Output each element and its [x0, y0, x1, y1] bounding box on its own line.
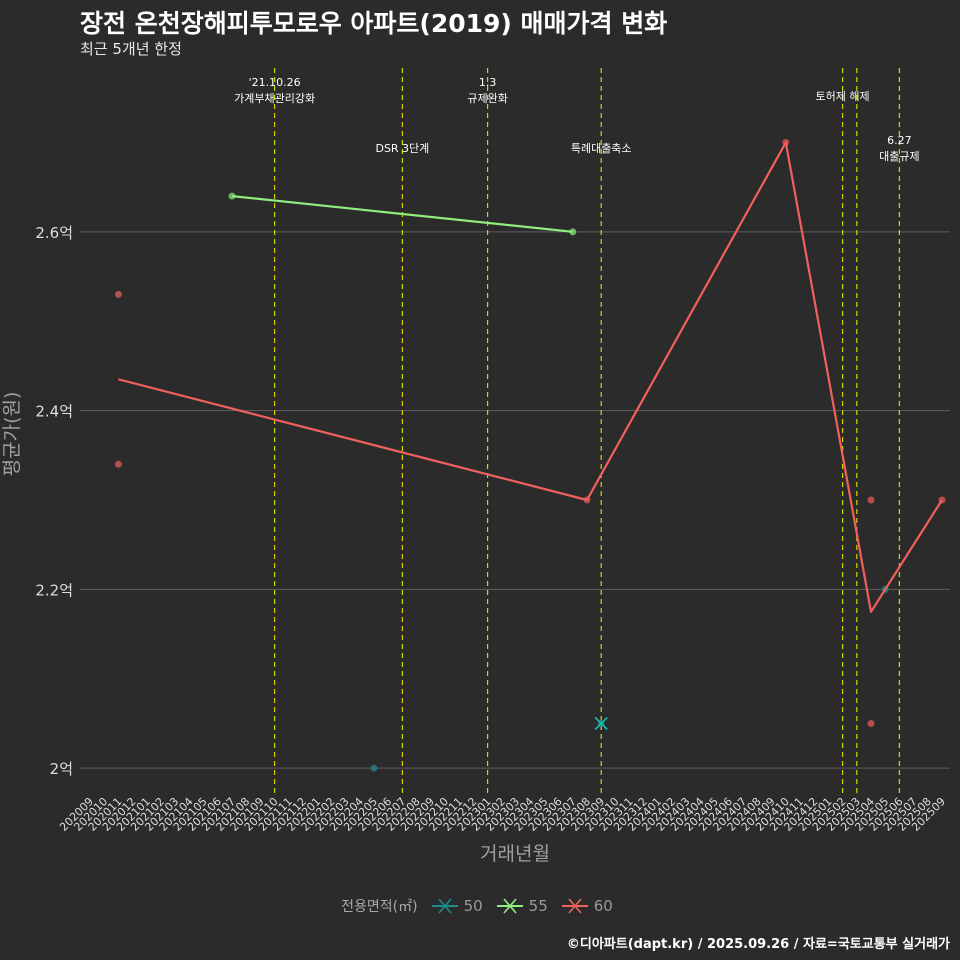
- legend-item-60: 60: [560, 893, 613, 919]
- x-axis-label: 거래년월: [480, 843, 550, 865]
- data-point-60: [114, 460, 122, 468]
- x-axis: 2020092020102020112020122021012021022021…: [57, 795, 948, 834]
- event-label: '21.10.26 가계부채관리강화: [234, 76, 315, 105]
- data-point-60: [583, 496, 591, 504]
- data-point-cross-50: [594, 716, 608, 731]
- series-layer: [114, 138, 946, 772]
- event-label: 토허제 해제: [816, 89, 870, 103]
- chart-title: 장전 온천장해피투모로우 아파트(2019) 매매가격 변화: [80, 9, 668, 38]
- y-tick-label: 2.4억: [35, 403, 73, 421]
- y-axis-label: 평균가(원): [1, 392, 23, 477]
- data-point-60: [867, 496, 875, 504]
- legend-item-50: 50: [430, 893, 483, 919]
- series-line-55: [231, 195, 573, 233]
- event-label: 특례대출축소: [571, 142, 632, 155]
- series-line-60: [118, 141, 943, 613]
- event-label: 6.27 대출규제: [879, 134, 919, 163]
- data-point-60: [938, 496, 946, 504]
- y-axis: 2억 2.2억 2.4억 2.6억: [35, 224, 73, 778]
- data-point-50: [370, 764, 378, 772]
- legend-item-55: 55: [495, 893, 548, 919]
- event-label: 1.3 규제완화: [467, 76, 507, 105]
- legend-label: 50: [463, 897, 483, 915]
- data-point-55: [228, 192, 236, 200]
- legend-key-55: [496, 898, 523, 914]
- gridlines: [80, 231, 950, 769]
- y-tick-label: 2.2억: [35, 581, 73, 599]
- y-tick-label: 2억: [50, 760, 73, 778]
- y-tick-label: 2.6억: [35, 224, 73, 242]
- data-point-60: [114, 290, 122, 298]
- legend-label: 55: [528, 897, 548, 915]
- data-point-60: [782, 138, 790, 146]
- chart-subtitle: 최근 5개년 한정: [80, 40, 182, 58]
- legend-label: 60: [593, 897, 613, 915]
- data-point-60: [867, 719, 875, 727]
- legend-title: 전용면적(㎡): [341, 899, 418, 915]
- legend-key-60: [561, 898, 588, 914]
- legend-key-50: [431, 898, 458, 914]
- event-label: DSR 3단계: [375, 142, 429, 155]
- legend: 전용면적(㎡) 50 55 60: [0, 893, 960, 919]
- source-caption: ©디아파트(dapt.kr) / 2025.09.26 / 자료=국토교통부 실…: [566, 937, 950, 952]
- data-point-55: [569, 228, 577, 236]
